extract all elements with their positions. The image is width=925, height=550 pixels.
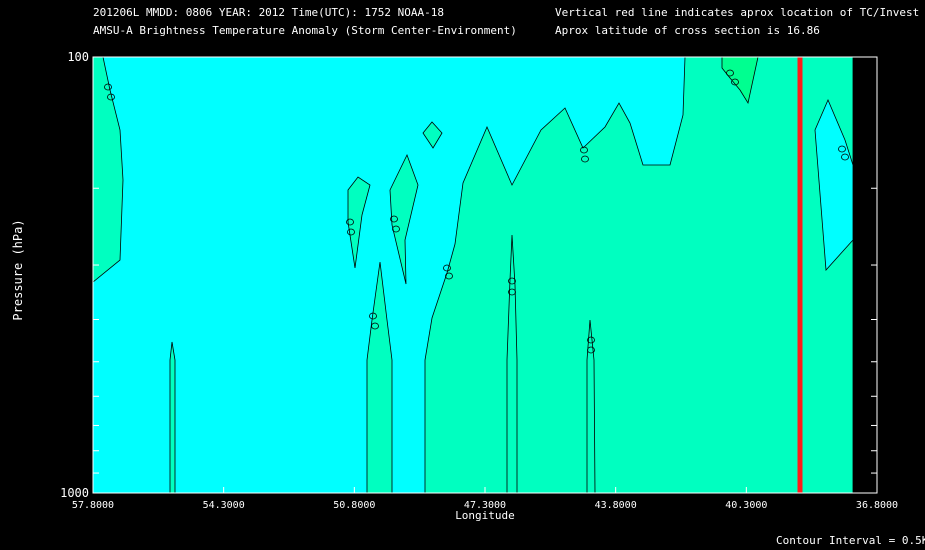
contour-label-zero: [838, 145, 846, 153]
contour-label-zero: [107, 93, 115, 101]
contour-label-zero: [508, 288, 516, 296]
warm-blob-3: [422, 121, 443, 149]
contour-interval-note: Contour Interval = 0.5K: [776, 534, 925, 547]
warm-blob-1: [347, 176, 371, 269]
contour-label-zero: [443, 264, 451, 272]
contour-label-zero: [347, 228, 355, 236]
x-tick-label: 43.8000: [595, 500, 637, 511]
warm-spike-3: [506, 234, 518, 494]
contour-label-zero: [581, 155, 589, 163]
header-line1-right: Vertical red line indicates aprox locati…: [555, 6, 920, 19]
contour-label-zero: [104, 83, 112, 91]
cold-pocket-right: [814, 98, 854, 271]
x-axis-label: Longitude: [455, 509, 515, 522]
x-tick-label: 47.3000: [464, 500, 506, 511]
x-tick-label: 50.8000: [333, 500, 375, 511]
header-line1-left: 201206L MMDD: 0806 YEAR: 2012 Time(UTC):…: [93, 6, 444, 19]
x-tick-label: 54.3000: [203, 500, 245, 511]
contour-label-zero: [726, 69, 734, 77]
warm-region-left: [92, 56, 124, 283]
warm-spike-1: [169, 341, 176, 494]
warm-region-main: [424, 56, 854, 494]
header-line2-right: Aprox latitude of cross section is 16.86: [555, 24, 820, 37]
contour-label-zero: [731, 78, 739, 86]
contour-label-zero: [445, 272, 453, 280]
contour-label-zero: [580, 146, 588, 154]
x-axis-ticks: 57.8000 54.3000 50.8000 47.3000 43.8000 40.30…: [72, 487, 898, 511]
x-tick-label: 36.8000: [856, 500, 898, 511]
contour-label-zero: [587, 336, 595, 344]
contour-label-zero: [390, 215, 398, 223]
contour-label-zero: [392, 225, 400, 233]
contour-label-zero: [371, 322, 379, 330]
contour-label-zero: [508, 277, 516, 285]
contour-label-zero: [369, 312, 377, 320]
y-tick-label: 1000: [60, 486, 89, 500]
header-line2-left: AMSU-A Brightness Temperature Anomaly (S…: [93, 24, 517, 37]
contour-label-zero: [346, 218, 354, 226]
y-axis-label: Pressure (hPa): [11, 219, 25, 321]
warm-blob-2: [389, 153, 419, 285]
contour-label-zero: [841, 153, 849, 161]
x-tick-label: 40.3000: [725, 500, 767, 511]
x-tick-label: 57.8000: [72, 500, 114, 511]
y-axis-ticks: 100 1000: [60, 50, 877, 500]
warm-spike-2: [366, 261, 393, 494]
contour-labels: [104, 69, 849, 354]
y-tick-label: 100: [67, 50, 89, 64]
contour-label-zero: [587, 346, 595, 354]
